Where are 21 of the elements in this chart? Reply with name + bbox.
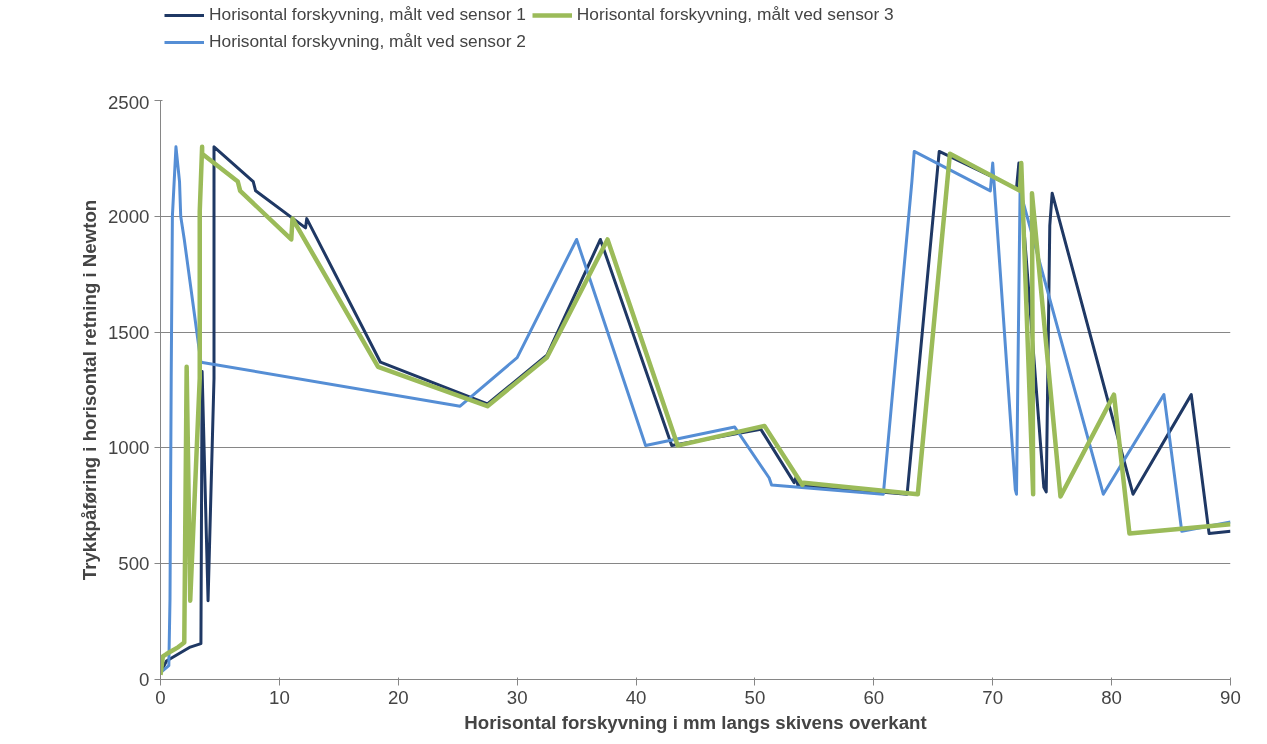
legend-label: Horisontal forskyvning, målt ved sensor 3 bbox=[576, 4, 894, 25]
x-tick-label: 60 bbox=[863, 686, 885, 708]
x-tick-label: 20 bbox=[387, 686, 409, 708]
y-tick-label: 1500 bbox=[108, 321, 150, 343]
x-tick-label: 40 bbox=[625, 686, 647, 708]
x-tick-label: 70 bbox=[982, 686, 1004, 708]
y-tick-label: 2000 bbox=[108, 205, 150, 227]
x-tick-label: 10 bbox=[269, 686, 290, 708]
legend-label: Horisontal forskyvning, målt ved sensor 1 bbox=[209, 4, 526, 25]
x-tick-label: 0 bbox=[155, 686, 166, 708]
y-axis-title: Trykkpåføring i horisontal retning i Newton bbox=[79, 199, 100, 581]
y-tick-label: 500 bbox=[118, 553, 150, 575]
x-tick-label: 50 bbox=[744, 686, 766, 708]
y-tick-label: 0 bbox=[139, 669, 150, 690]
x-tick-label: 80 bbox=[1101, 686, 1122, 708]
y-tick-label: 2500 bbox=[108, 91, 150, 113]
x-axis-title: Horisontal forskyvning i mm langs skivens overkant bbox=[464, 711, 927, 733]
legend-label: Horisontal forskyvning, målt ved sensor 2 bbox=[209, 31, 526, 52]
x-tick-label: 90 bbox=[1220, 686, 1241, 708]
y-tick-label: 1000 bbox=[108, 437, 150, 459]
x-tick-label: 30 bbox=[506, 686, 528, 708]
